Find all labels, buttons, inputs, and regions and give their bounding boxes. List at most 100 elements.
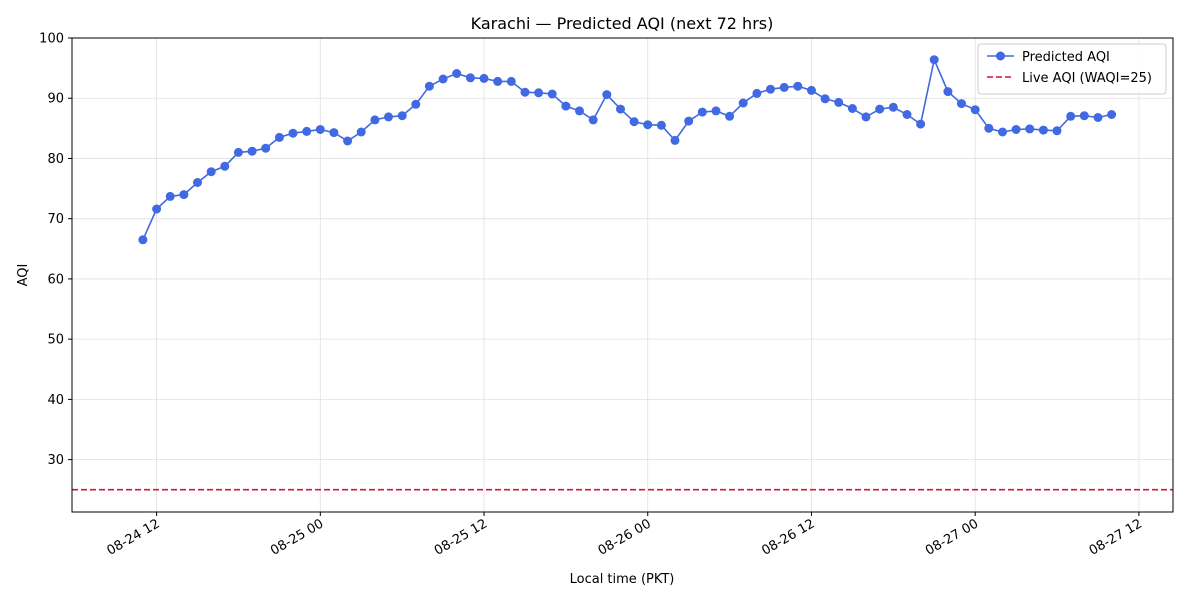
predicted-aqi-point — [1052, 126, 1062, 136]
predicted-aqi-point — [247, 146, 257, 156]
x-tick-label: 08-27 12 — [1087, 516, 1145, 558]
predicted-aqi-point — [1011, 125, 1021, 134]
predicted-aqi-point — [656, 120, 666, 130]
predicted-aqi-point — [616, 104, 625, 114]
y-tick-label: 50 — [47, 333, 64, 348]
predicted-aqi-point — [929, 55, 939, 65]
predicted-aqi-point — [165, 191, 175, 201]
predicted-aqi-point — [220, 161, 230, 171]
predicted-aqi-point — [452, 69, 462, 78]
y-tick-label: 60 — [47, 272, 64, 287]
x-tick-label: 08-24 12 — [104, 516, 162, 558]
predicted-aqi-point — [943, 87, 953, 97]
predicted-aqi-point — [793, 81, 803, 91]
predicted-aqi-point — [902, 110, 912, 119]
x-tick-label: 08-25 00 — [268, 516, 326, 558]
y-tick-label: 40 — [47, 393, 64, 408]
predicted-aqi-point — [370, 115, 380, 125]
chart-title: Karachi — Predicted AQI (next 72 hrs) — [471, 14, 774, 33]
legend-box — [977, 43, 1167, 95]
legend-predicted-label: Predicted AQI — [1022, 50, 1110, 65]
legend: Predicted AQI Live AQI (WAQI=25) — [977, 43, 1167, 95]
predicted-aqi-point — [561, 101, 571, 111]
predicted-aqi-point — [779, 82, 789, 92]
predicted-aqi-point — [916, 119, 926, 129]
y-tick-label: 90 — [47, 92, 64, 107]
predicted-aqi-point — [356, 127, 366, 137]
predicted-aqi-point — [875, 104, 885, 114]
predicted-aqi-point — [384, 112, 393, 122]
predicted-aqi-point — [152, 204, 162, 214]
predicted-aqi-point — [138, 235, 148, 245]
predicted-aqi-point — [575, 106, 584, 116]
predicted-aqi-point — [479, 73, 489, 83]
predicted-aqi-point — [738, 98, 748, 108]
predicted-aqi-point — [1079, 111, 1089, 121]
predicted-aqi-point — [834, 97, 844, 107]
predicted-aqi-point — [588, 115, 598, 125]
predicted-aqi-point — [534, 88, 544, 98]
predicted-aqi-point — [998, 127, 1007, 137]
predicted-aqi-point — [288, 128, 298, 138]
predicted-aqi-point — [438, 74, 448, 84]
predicted-aqi-point — [766, 84, 775, 94]
legend-predicted-marker — [996, 51, 1005, 61]
predicted-aqi-point — [970, 105, 980, 115]
predicted-aqi-point — [233, 147, 243, 157]
predicted-aqi-point — [820, 94, 830, 104]
predicted-aqi-point — [506, 76, 516, 86]
y-tick-label: 30 — [47, 453, 64, 468]
y-axis-label: AQI — [16, 264, 31, 287]
predicted-aqi-point — [643, 120, 653, 130]
predicted-aqi-point — [711, 106, 721, 116]
predicted-aqi-point — [847, 104, 857, 113]
predicted-aqi-point — [274, 132, 284, 142]
plot-frame — [71, 37, 1174, 513]
predicted-aqi-line — [142, 57, 1112, 241]
predicted-aqi-point — [670, 135, 680, 145]
predicted-aqi-point — [315, 125, 325, 134]
predicted-aqi-point — [193, 178, 202, 187]
predicted-aqi-point — [1025, 124, 1035, 134]
predicted-aqi-point — [697, 107, 707, 117]
x-tick-label: 08-26 12 — [759, 516, 817, 558]
predicted-aqi-point — [547, 89, 557, 99]
predicted-aqi-point — [888, 102, 898, 112]
legend-live-label: Live AQI (WAQI=25) — [1022, 71, 1152, 86]
predicted-aqi-point — [397, 111, 407, 121]
predicted-aqi-point — [206, 167, 216, 177]
predicted-aqi-point — [261, 143, 271, 153]
predicted-aqi-point — [411, 99, 421, 109]
predicted-aqi-point — [520, 87, 530, 97]
predicted-aqi-point — [629, 117, 639, 127]
x-tick-label: 08-25 12 — [432, 516, 490, 558]
predicted-aqi-point — [752, 88, 762, 98]
predicted-aqi-point — [861, 112, 871, 122]
y-tick-label: 80 — [47, 152, 64, 167]
predicted-aqi-point — [1093, 113, 1103, 122]
predicted-aqi-point — [179, 190, 189, 200]
grid-layer — [72, 37, 1173, 512]
predicted-aqi-point — [984, 123, 994, 133]
y-tick-label: 70 — [47, 212, 64, 227]
predicted-aqi-point — [1038, 125, 1048, 135]
predicted-aqi-point — [424, 81, 434, 91]
predicted-aqi-layer — [138, 55, 1117, 245]
predicted-aqi-point — [807, 85, 816, 95]
predicted-aqi-point — [465, 73, 475, 83]
predicted-aqi-point — [302, 126, 312, 136]
predicted-aqi-point — [957, 99, 966, 109]
predicted-aqi-point — [329, 128, 339, 138]
predicted-aqi-point — [343, 136, 353, 146]
x-tick-label: 08-27 00 — [923, 516, 981, 558]
predicted-aqi-point — [725, 111, 735, 121]
x-tick-label: 08-26 00 — [596, 516, 654, 558]
x-axis-label: Local time (PKT) — [570, 572, 675, 587]
predicted-aqi-point — [1066, 111, 1076, 121]
predicted-aqi-point — [493, 76, 503, 86]
predicted-aqi-point — [684, 116, 694, 126]
predicted-aqi-point — [602, 90, 612, 100]
predicted-aqi-point — [1107, 110, 1117, 119]
y-tick-label: 100 — [39, 32, 64, 47]
